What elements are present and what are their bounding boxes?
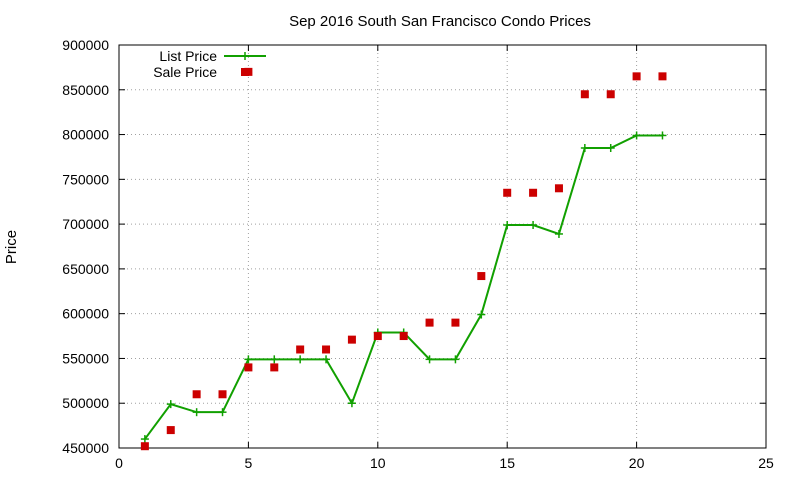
- axis-ticks: 0 5 10 15 20 25 450000 500000 550000 600000 650000…: [62, 37, 774, 471]
- x-tick-label: 5: [245, 455, 253, 471]
- list-price-point: [632, 131, 641, 140]
- list-price-point: [554, 229, 563, 238]
- sale-price-point: [192, 390, 201, 399]
- y-tick-label: 700000: [62, 216, 109, 232]
- y-tick-label: 450000: [62, 440, 109, 456]
- list-price-point: [658, 131, 667, 140]
- list-price-point: [347, 399, 356, 408]
- list-price-point: [529, 221, 538, 230]
- sale-price-point: [425, 318, 434, 327]
- y-tick-label: 550000: [62, 350, 109, 366]
- plot-frame: [118, 44, 767, 449]
- list-price-point: [606, 143, 615, 152]
- sale-price-point: [244, 363, 253, 372]
- series-sale-price: [140, 72, 667, 451]
- y-tick-label: 500000: [62, 395, 109, 411]
- sale-price-point: [632, 72, 641, 81]
- sale-price-point: [606, 90, 615, 99]
- sale-price-point: [140, 442, 149, 451]
- list-price-point: [296, 355, 305, 364]
- x-tick-label: 25: [758, 455, 774, 471]
- sale-price-point: [296, 345, 305, 354]
- legend-label: Sale Price: [153, 64, 217, 80]
- list-price-point: [244, 355, 253, 364]
- y-tick-label: 750000: [62, 171, 109, 187]
- list-price-point: [270, 355, 279, 364]
- sale-price-point: [503, 188, 512, 197]
- list-price-point: [166, 400, 175, 409]
- sale-price-point: [554, 184, 563, 193]
- sale-price-point: [451, 318, 460, 327]
- y-tick-label: 650000: [62, 261, 109, 277]
- sale-price-point: [322, 345, 331, 354]
- x-tick-label: 20: [629, 455, 645, 471]
- sale-price-point: [270, 363, 279, 372]
- list-price-point: [503, 221, 512, 230]
- y-tick-label: 900000: [62, 37, 109, 53]
- sale-price-point: [658, 72, 667, 81]
- data-series: [140, 67, 667, 451]
- sale-price-point: [218, 390, 227, 399]
- sale-price-point: [373, 332, 382, 341]
- y-axis-label: Price: [3, 230, 20, 264]
- list-price-point: [322, 355, 331, 364]
- list-price-point: [218, 408, 227, 417]
- x-tick-label: 0: [115, 455, 123, 471]
- chart-title: Sep 2016 South San Francisco Condo Price…: [289, 13, 591, 30]
- y-tick-label: 600000: [62, 306, 109, 322]
- list-price-point: [477, 310, 486, 319]
- y-tick-label: 850000: [62, 82, 109, 98]
- legend-square-sample: [241, 68, 249, 76]
- list-price-point: [425, 355, 434, 364]
- grid-lines: [119, 45, 766, 448]
- list-price-point: [192, 408, 201, 417]
- sale-price-point: [166, 426, 175, 435]
- list-price-point: [451, 355, 460, 364]
- sale-price-point: [477, 272, 486, 281]
- sale-price-point: [580, 90, 589, 99]
- list-price-point: [580, 143, 589, 152]
- x-tick-label: 15: [499, 455, 515, 471]
- y-tick-label: 800000: [62, 127, 109, 143]
- sale-price-point: [399, 332, 408, 341]
- legend-plus-sample: [241, 52, 249, 60]
- legend-label: List Price: [159, 48, 217, 64]
- sale-price-point: [529, 188, 538, 197]
- sale-price-point: [347, 335, 356, 344]
- list-price-point: [140, 435, 149, 444]
- x-tick-label: 10: [370, 455, 386, 471]
